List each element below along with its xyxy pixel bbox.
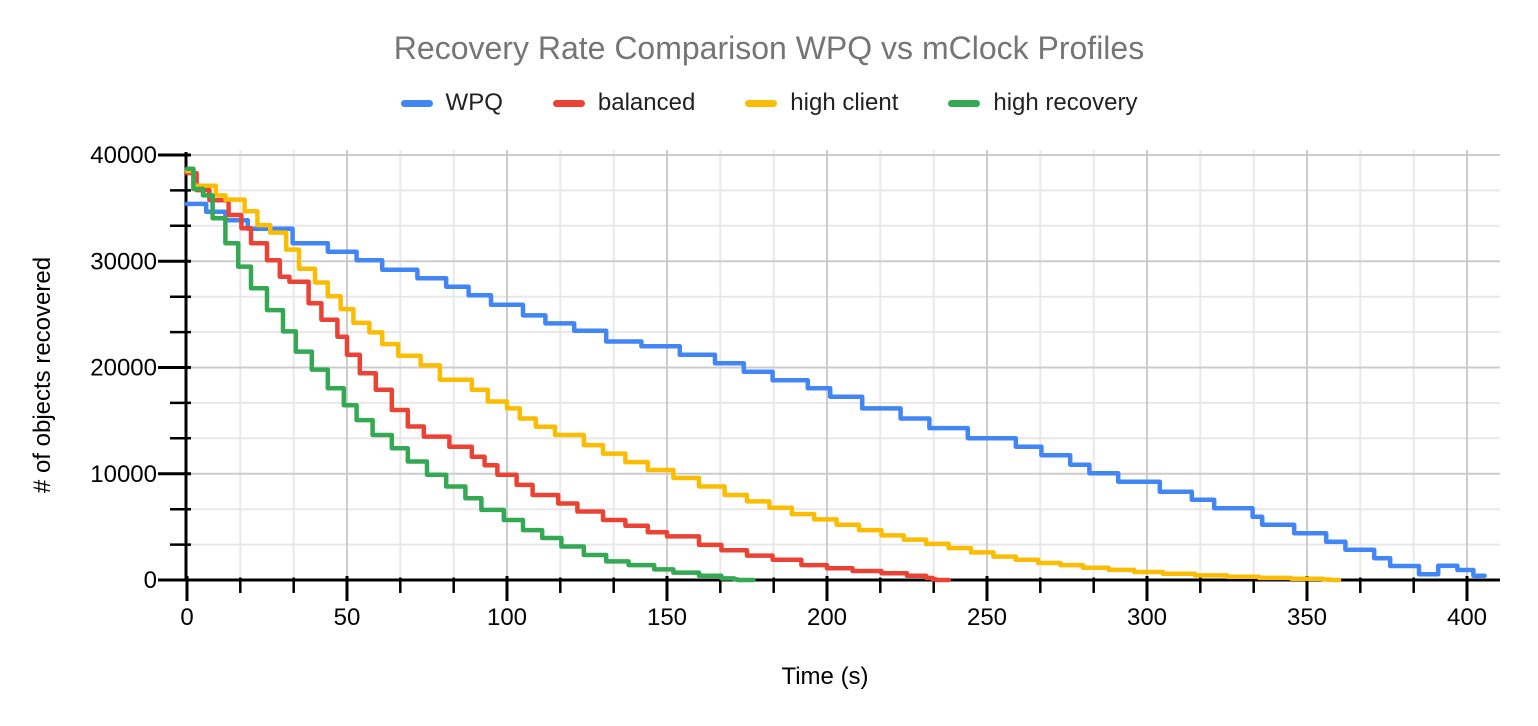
svg-text:400: 400 [1447, 604, 1487, 631]
svg-text:10000: 10000 [90, 461, 157, 488]
svg-text:0: 0 [180, 604, 193, 631]
svg-text:20000: 20000 [90, 355, 157, 382]
series-line-high-client [184, 168, 1342, 583]
legend-swatch-balanced [552, 99, 585, 107]
svg-text:100: 100 [487, 604, 527, 631]
legend-label: high recovery [993, 89, 1138, 116]
legend-item-high-recovery[interactable]: high recovery [948, 90, 1137, 116]
x-tick-labels: 0 50 100 150 200 250 300 350 400 [180, 604, 1487, 631]
legend-item-high-client[interactable]: high client [745, 90, 898, 116]
svg-text:50: 50 [334, 604, 361, 631]
svg-text:150: 150 [647, 604, 687, 631]
legend: WPQ balanced high client high recovery [0, 90, 1538, 116]
svg-text:200: 200 [807, 604, 847, 631]
series-line-high-recovery [184, 166, 756, 583]
series-line-wpq [184, 201, 1487, 578]
svg-text:30000: 30000 [90, 248, 157, 275]
chart-title: Recovery Rate Comparison WPQ vs mClock P… [393, 30, 1145, 66]
legend-item-wpq[interactable]: WPQ [400, 89, 503, 116]
svg-text:300: 300 [1127, 604, 1167, 631]
legend-swatch-wpq [400, 99, 433, 107]
legend-label: WPQ [445, 89, 503, 116]
minor-gridlines [187, 150, 1500, 580]
legend-label: balanced [597, 89, 696, 116]
svg-text:250: 250 [967, 604, 1007, 631]
legend-swatch-high-client [745, 99, 778, 107]
series-line-balanced [184, 170, 951, 583]
major-gridlines [187, 150, 1500, 580]
x-axis-label: Time (s) [781, 663, 868, 690]
legend-swatch-high-recovery [948, 99, 981, 107]
legend-label: high client [790, 89, 899, 116]
y-tick-labels: 0 10000 20000 30000 40000 [90, 142, 157, 594]
svg-text:0: 0 [144, 567, 157, 594]
svg-text:350: 350 [1287, 604, 1327, 631]
y-axis-label: # of objects recovered [29, 257, 56, 493]
legend-item-balanced[interactable]: balanced [552, 89, 696, 116]
svg-text:40000: 40000 [90, 142, 157, 169]
